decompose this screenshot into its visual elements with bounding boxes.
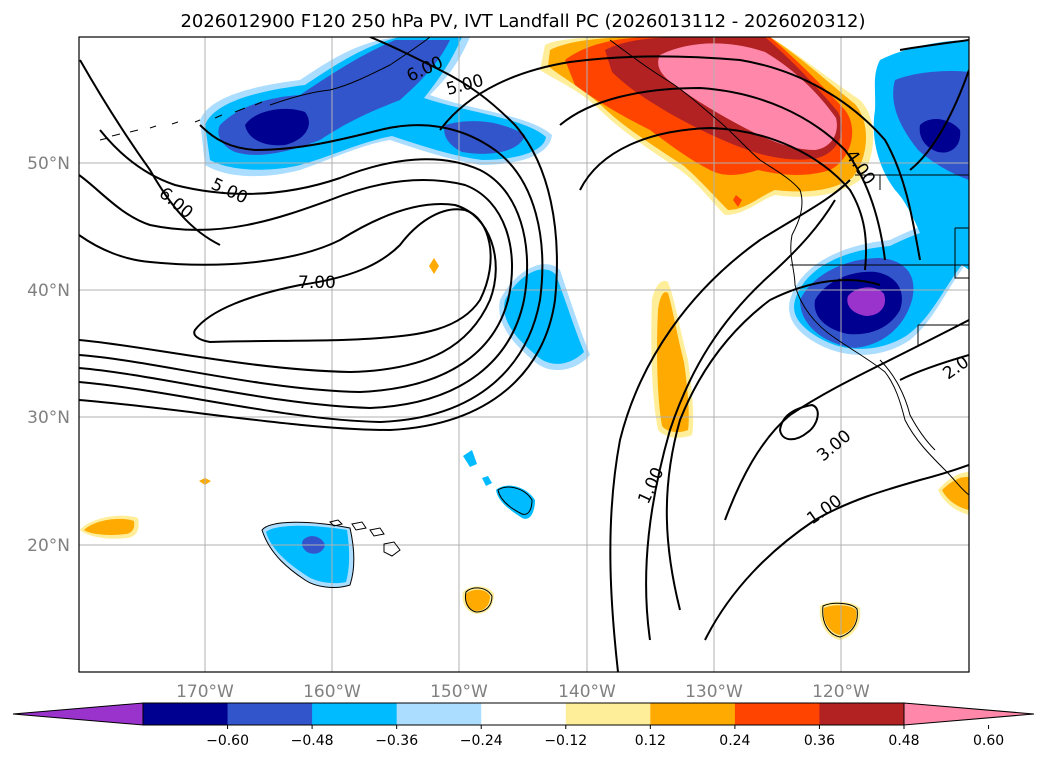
contour-1b [724,319,969,521]
contour-west-4 [79,124,544,424]
coastlines [99,37,969,638]
contour-label: 7.00 [298,273,336,293]
colorbar-tick-label: −0.24 [460,733,503,749]
lon-label: 140°W [558,682,616,702]
shade-nw-pacific-dark [245,108,309,146]
colorbar-segment [396,703,482,725]
contour-1c [704,464,969,641]
contour-2 [899,354,969,381]
lon-label: 150°W [430,682,488,702]
colorbar-tick-label: −0.12 [544,733,587,749]
contour-3 [778,403,819,441]
shade-california-purple [847,287,886,316]
lon-label: 120°W [812,682,870,702]
contour-ne-1 [899,39,969,51]
coast-aleutians [99,101,263,141]
shade-small-2 [463,450,477,467]
positive-shading [80,37,969,640]
colorbar-extend-min [12,702,144,726]
colorbar-segment [565,703,651,725]
coast-alaska [269,37,431,106]
colorbar: −0.60 −0.48 −0.36 −0.24 −0.12 0.12 0.24 0.36 0.4… [12,702,1035,749]
shade-central-blob [444,121,525,154]
contour-6-west [79,59,221,246]
contour-7 [193,208,492,344]
chart-title: 2026012900 F120 250 hPa PV, IVT Landfall… [180,11,865,32]
colorbar-segment [227,703,313,725]
contour-north-3 [579,126,868,271]
contour-north-4 [609,179,851,672]
negative-shading [200,37,969,588]
colorbar-tick-label: 0.24 [719,733,750,749]
shade-hawaii-cyan [266,525,350,584]
map-content: 6.00 5.00 6.00 5.00 7.00 4.00 1.00 3.00 … [79,37,969,672]
contour-ne-2 [909,69,969,171]
coast-north-america [609,39,969,496]
colorbar-segment [143,703,229,725]
colorbar-tick-label: −0.36 [375,733,418,749]
contour-west-3 [79,129,529,410]
contour-west-5 [79,37,558,432]
shade-small-3 [482,476,492,486]
lat-label: 50°N [27,154,70,174]
colorbar-tick-label: 0.48 [888,733,919,749]
lon-labels: 170°W 160°W 150°W 140°W 130°W 120°W [176,682,870,702]
lat-label: 20°N [27,536,70,556]
colorbar-segment [312,703,398,725]
shade-south-2 [823,605,857,635]
colorbar-segment [650,703,736,725]
colorbar-segment [819,703,905,725]
shade-dot-2 [429,258,439,274]
colorbar-outline [142,702,905,726]
shade-vertical-orange [657,292,689,433]
contour-1a [665,279,881,611]
colorbar-tick-label: 0.60 [973,733,1004,749]
colorbar-extend-max [903,702,1035,726]
shade-small-1 [496,485,535,519]
coast-baja [879,359,936,451]
contour-north-5 [645,199,836,641]
lat-labels: 50°N 40°N 30°N 20°N [27,154,70,556]
coast-borders [790,174,969,345]
colorbar-tick-label: 0.12 [635,733,666,749]
contour-north-2 [559,86,886,261]
colorbar-tick-label: 0.36 [804,733,835,749]
lat-label: 30°N [27,408,70,428]
shade-se-corner [942,476,969,510]
lon-label: 170°W [176,682,234,702]
map-frame [78,36,970,673]
lon-label: 130°W [685,682,743,702]
shade-west-orange [84,518,135,535]
coast-islands [465,486,858,638]
shade-ne-pacific-pink [658,43,837,150]
coast-hawaii [329,519,401,557]
contour-west-2 [79,174,514,394]
shade-central-pacific-cyan [504,269,584,364]
lat-label: 40°N [27,281,70,301]
colorbar-segment [481,703,567,725]
colorbar-tick-label: −0.60 [206,733,249,749]
contour-north-1 [439,55,921,261]
shade-ne-pacific-dot [733,195,742,207]
colorbar-segment [734,703,820,725]
coast-hawaii-outline [261,521,355,588]
pv-contours [79,37,969,672]
colorbar-tick-label: −0.48 [291,733,334,749]
shade-south-1 [465,589,490,611]
lon-label: 160°W [303,682,361,702]
